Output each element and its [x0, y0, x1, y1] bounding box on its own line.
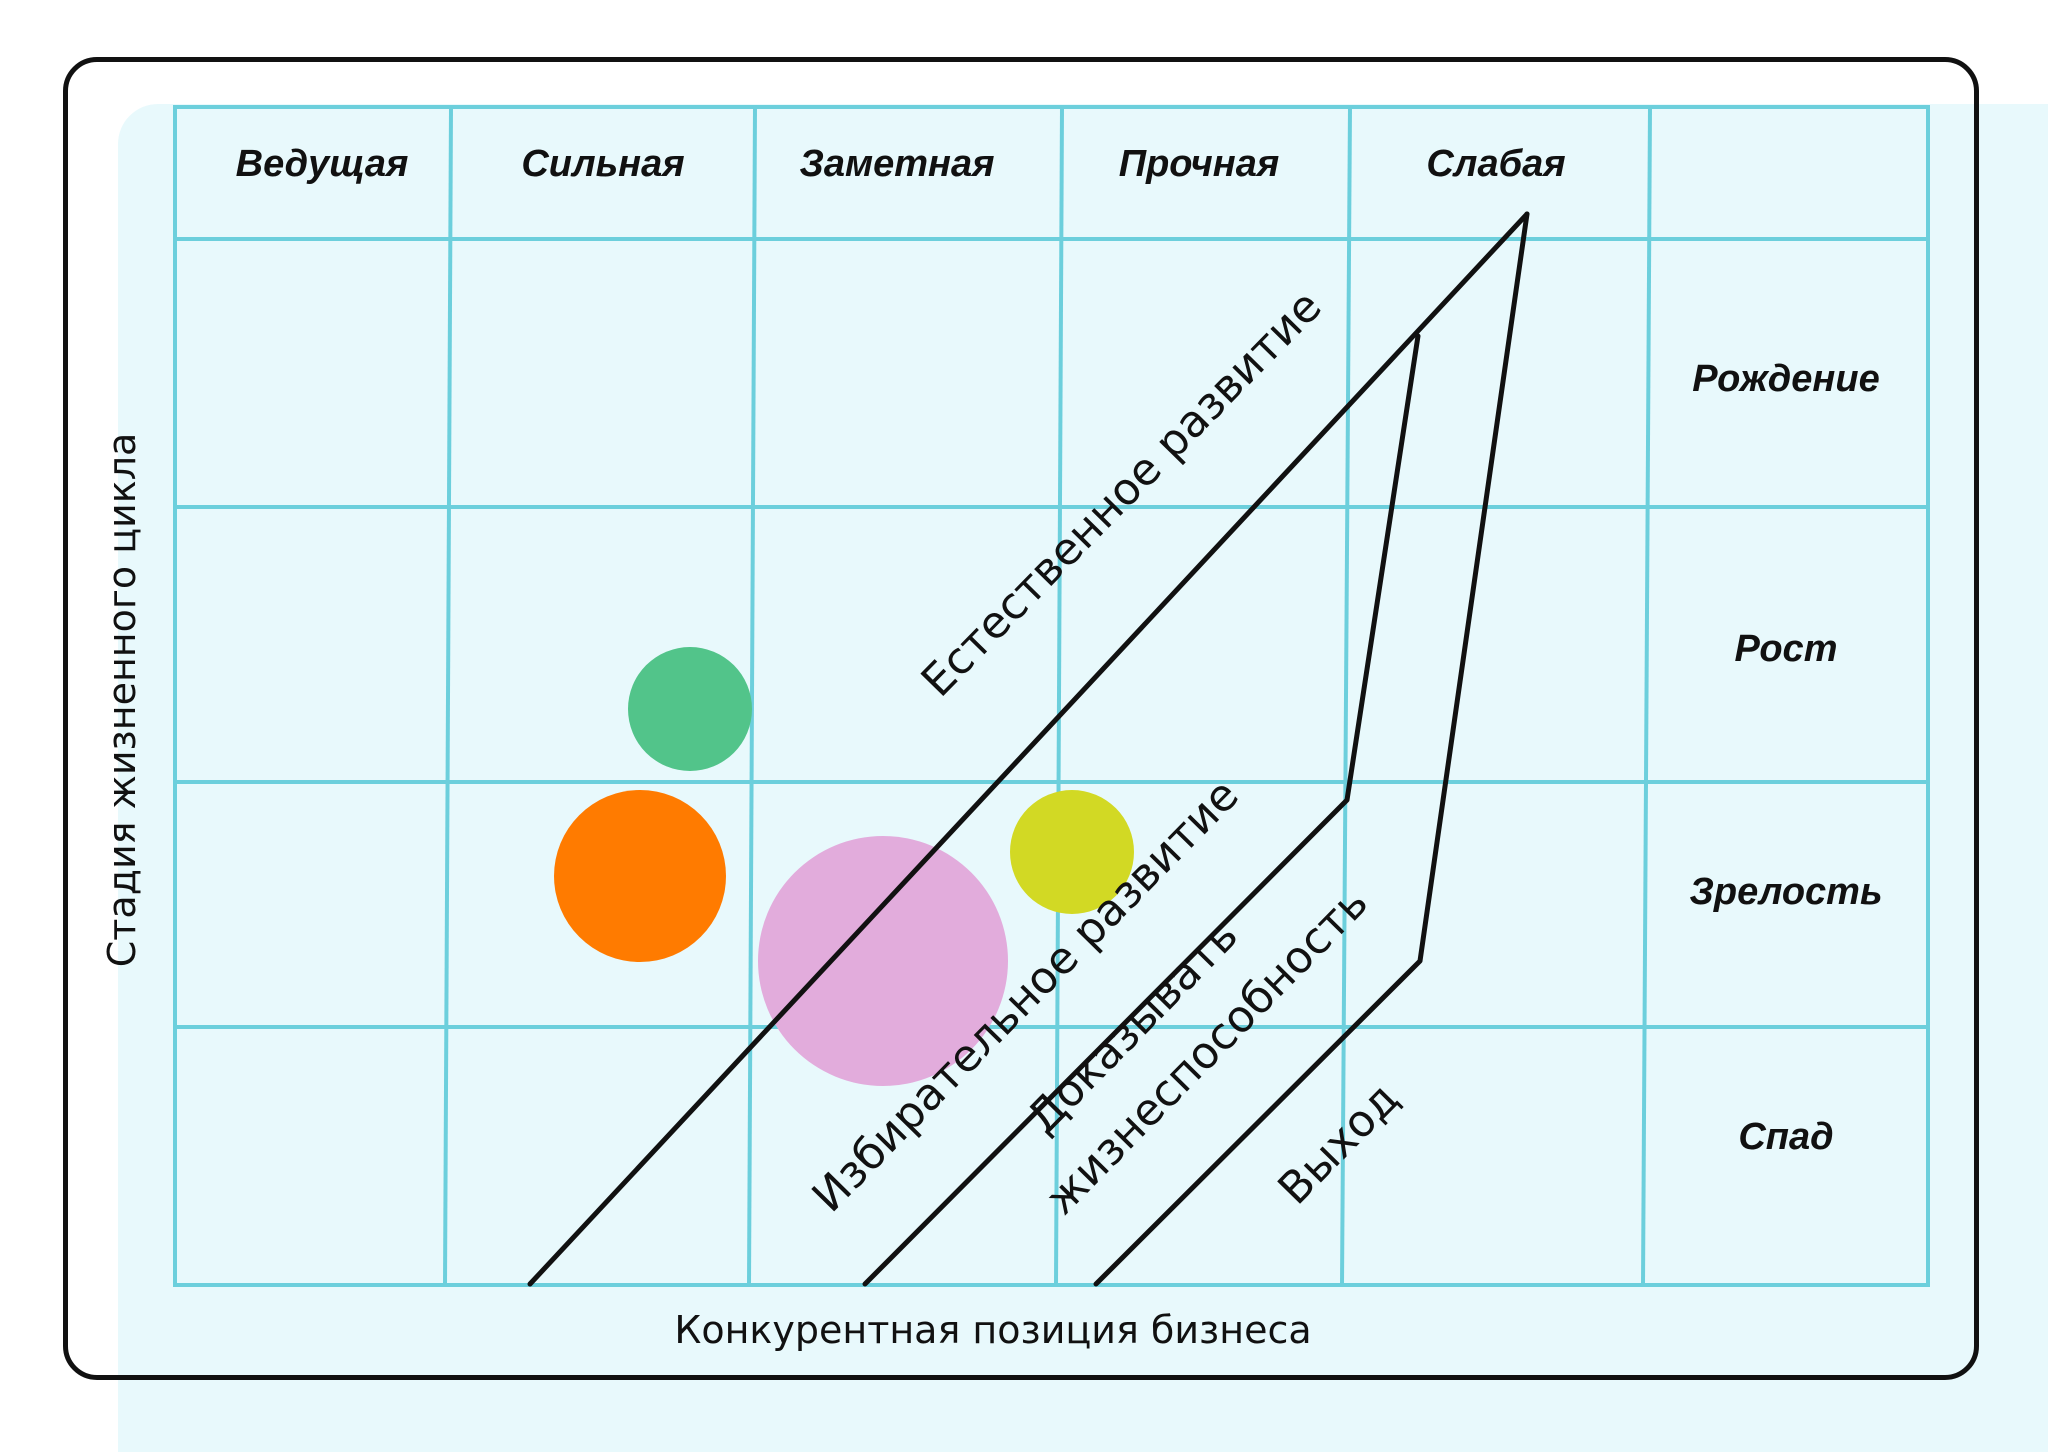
column-header: Ведущая — [236, 143, 409, 185]
grid-col-divider — [1641, 106, 1652, 1286]
grid-col-divider — [747, 106, 757, 1286]
row-header: Зрелость — [1689, 871, 1882, 913]
boundary-natural-development — [527, 211, 1530, 1287]
boundary-prove-viability — [1093, 211, 1530, 1287]
row-headers: Рождение Рост Зрелость Спад — [1689, 358, 1882, 1158]
row-header: Рождение — [1692, 358, 1879, 400]
column-header: Слабая — [1426, 143, 1565, 185]
bubbles — [554, 647, 1134, 1086]
x-axis-label: Конкурентная позиция бизнеса — [674, 1308, 1311, 1352]
column-header: Прочная — [1119, 143, 1279, 185]
column-headers: Ведущая Сильная Заметная Прочная Слабая — [236, 143, 1566, 185]
y-axis-label: Стадия жизненного цикла — [100, 433, 144, 968]
bubble-orange — [554, 790, 726, 962]
column-header: Сильная — [521, 143, 684, 185]
bubble-pink — [758, 836, 1008, 1086]
boundary-selective-development — [862, 333, 1421, 1287]
grid — [173, 105, 1930, 1287]
grid-border — [173, 105, 1930, 1287]
row-header: Рост — [1735, 628, 1838, 670]
row-header: Спад — [1738, 1116, 1833, 1158]
bubble-green — [628, 647, 752, 771]
zone-boundaries — [527, 211, 1530, 1287]
diagram-background — [118, 104, 2048, 1452]
diagram-frame — [63, 57, 1979, 1380]
grid-col-divider — [1340, 106, 1352, 1286]
column-header: Заметная — [799, 143, 994, 185]
bubble-yellow — [1010, 790, 1134, 914]
grid-col-divider — [443, 106, 453, 1286]
